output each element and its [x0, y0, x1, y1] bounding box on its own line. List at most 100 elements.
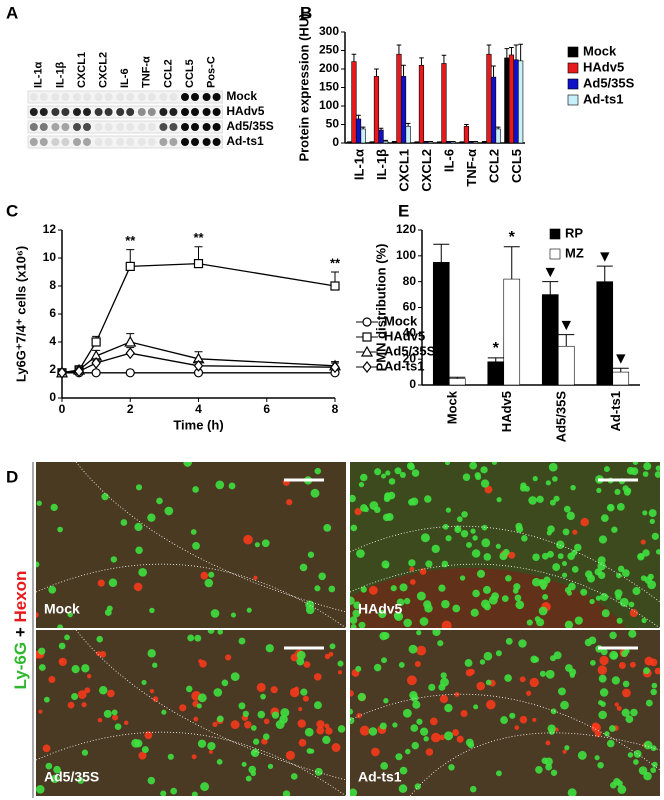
tissue-region: [350, 568, 626, 628]
green-cell: [98, 685, 108, 695]
x-tick-label: CXCL2: [419, 149, 434, 192]
x-tick-label: 6: [263, 402, 270, 416]
red-cell: [452, 729, 460, 737]
green-cell: [77, 777, 85, 784]
green-cell: [552, 476, 558, 482]
cytokine-label: CXCL1: [76, 52, 88, 88]
red-cell: [138, 751, 147, 760]
green-cell: [528, 496, 537, 505]
green-cell: [548, 462, 558, 472]
green-cell: [470, 528, 476, 534]
blot-row-label: HAdv5: [226, 104, 264, 118]
red-cell: [532, 717, 537, 722]
red-cell: [331, 743, 341, 752]
red-cell: [430, 732, 441, 743]
green-cell: [412, 700, 421, 709]
blot-dot: [73, 123, 81, 131]
green-cell: [398, 662, 405, 668]
green-cell: [440, 672, 447, 679]
green-cell: [350, 596, 355, 605]
green-cell: [425, 560, 433, 568]
bar: [513, 59, 519, 144]
red-cell: [419, 568, 427, 575]
green-cell: [563, 505, 571, 513]
annotation: ▼: [597, 248, 613, 265]
blot-dot: [39, 108, 48, 116]
cytokine-label: IL-6: [119, 68, 131, 88]
red-cell: [316, 726, 325, 735]
green-cell: [380, 762, 389, 770]
green-cell: [650, 688, 657, 696]
green-cell: [495, 543, 501, 549]
green-cell: [557, 687, 566, 696]
green-cell: [190, 529, 197, 535]
error-bar: [441, 54, 447, 64]
green-cell: [609, 631, 617, 640]
green-cell: [465, 541, 472, 548]
green-cell: [622, 569, 630, 577]
stain-label: Ly-6G + Hexon: [11, 571, 30, 690]
bar: [463, 126, 470, 144]
green-cell: [304, 727, 314, 737]
annotation: ▼: [558, 317, 574, 334]
blot-row-label: Ad-ts1: [226, 134, 264, 148]
green-cell: [216, 715, 224, 723]
blot-dot: [202, 138, 211, 146]
green-cell: [408, 644, 418, 654]
green-cell: [570, 484, 576, 491]
green-cell: [454, 525, 461, 531]
x-axis-label: Time (h): [173, 417, 223, 432]
red-cell: [42, 744, 51, 753]
blot-dot: [137, 108, 146, 116]
green-cell: [532, 553, 540, 561]
green-cell: [111, 709, 118, 716]
x-tick-label: IL-1α: [352, 149, 367, 180]
blot-dot: [202, 108, 211, 116]
green-cell: [553, 651, 562, 660]
red-cell: [212, 721, 218, 727]
green-cell: [420, 533, 430, 543]
blot-dot: [61, 138, 70, 146]
legend-swatch: [567, 46, 579, 58]
green-cell: [57, 624, 64, 628]
green-cell: [617, 785, 627, 794]
blot-dot: [126, 138, 135, 146]
green-cell: [562, 528, 570, 536]
green-cell: [480, 466, 488, 474]
green-cell: [600, 514, 609, 522]
blot-dot: [83, 108, 91, 116]
green-cell: [200, 782, 210, 792]
green-cell: [241, 761, 247, 767]
red-cell: [414, 660, 421, 668]
red-cell: [286, 499, 293, 506]
red-cell: [303, 661, 311, 668]
green-cell: [448, 764, 455, 771]
blot-dot: [212, 123, 221, 131]
green-cell: [399, 583, 408, 592]
annotation: **: [125, 233, 136, 248]
panel-label: C: [6, 201, 18, 220]
red-cell: [356, 712, 362, 719]
green-cell: [536, 618, 545, 627]
micrograph-label: Ad5/35S: [44, 769, 99, 785]
blot-dot: [159, 93, 168, 101]
green-cell: [299, 563, 308, 572]
legend-swatch: [549, 228, 561, 240]
red-cell: [59, 658, 64, 664]
green-cell: [383, 495, 391, 503]
green-cell: [374, 468, 382, 476]
red-cell: [144, 731, 153, 740]
red-cell: [618, 662, 626, 669]
red-cell: [545, 740, 551, 746]
green-cell: [160, 790, 167, 796]
green-cell: [440, 677, 449, 687]
green-cell: [556, 540, 565, 549]
bar: [596, 281, 614, 386]
green-cell: [561, 572, 568, 578]
green-cell: [445, 535, 452, 542]
green-cell: [81, 664, 90, 673]
green-cell: [36, 561, 40, 568]
region-outline: [75, 630, 346, 781]
green-cell: [538, 606, 548, 616]
blot-dot: [212, 108, 221, 116]
